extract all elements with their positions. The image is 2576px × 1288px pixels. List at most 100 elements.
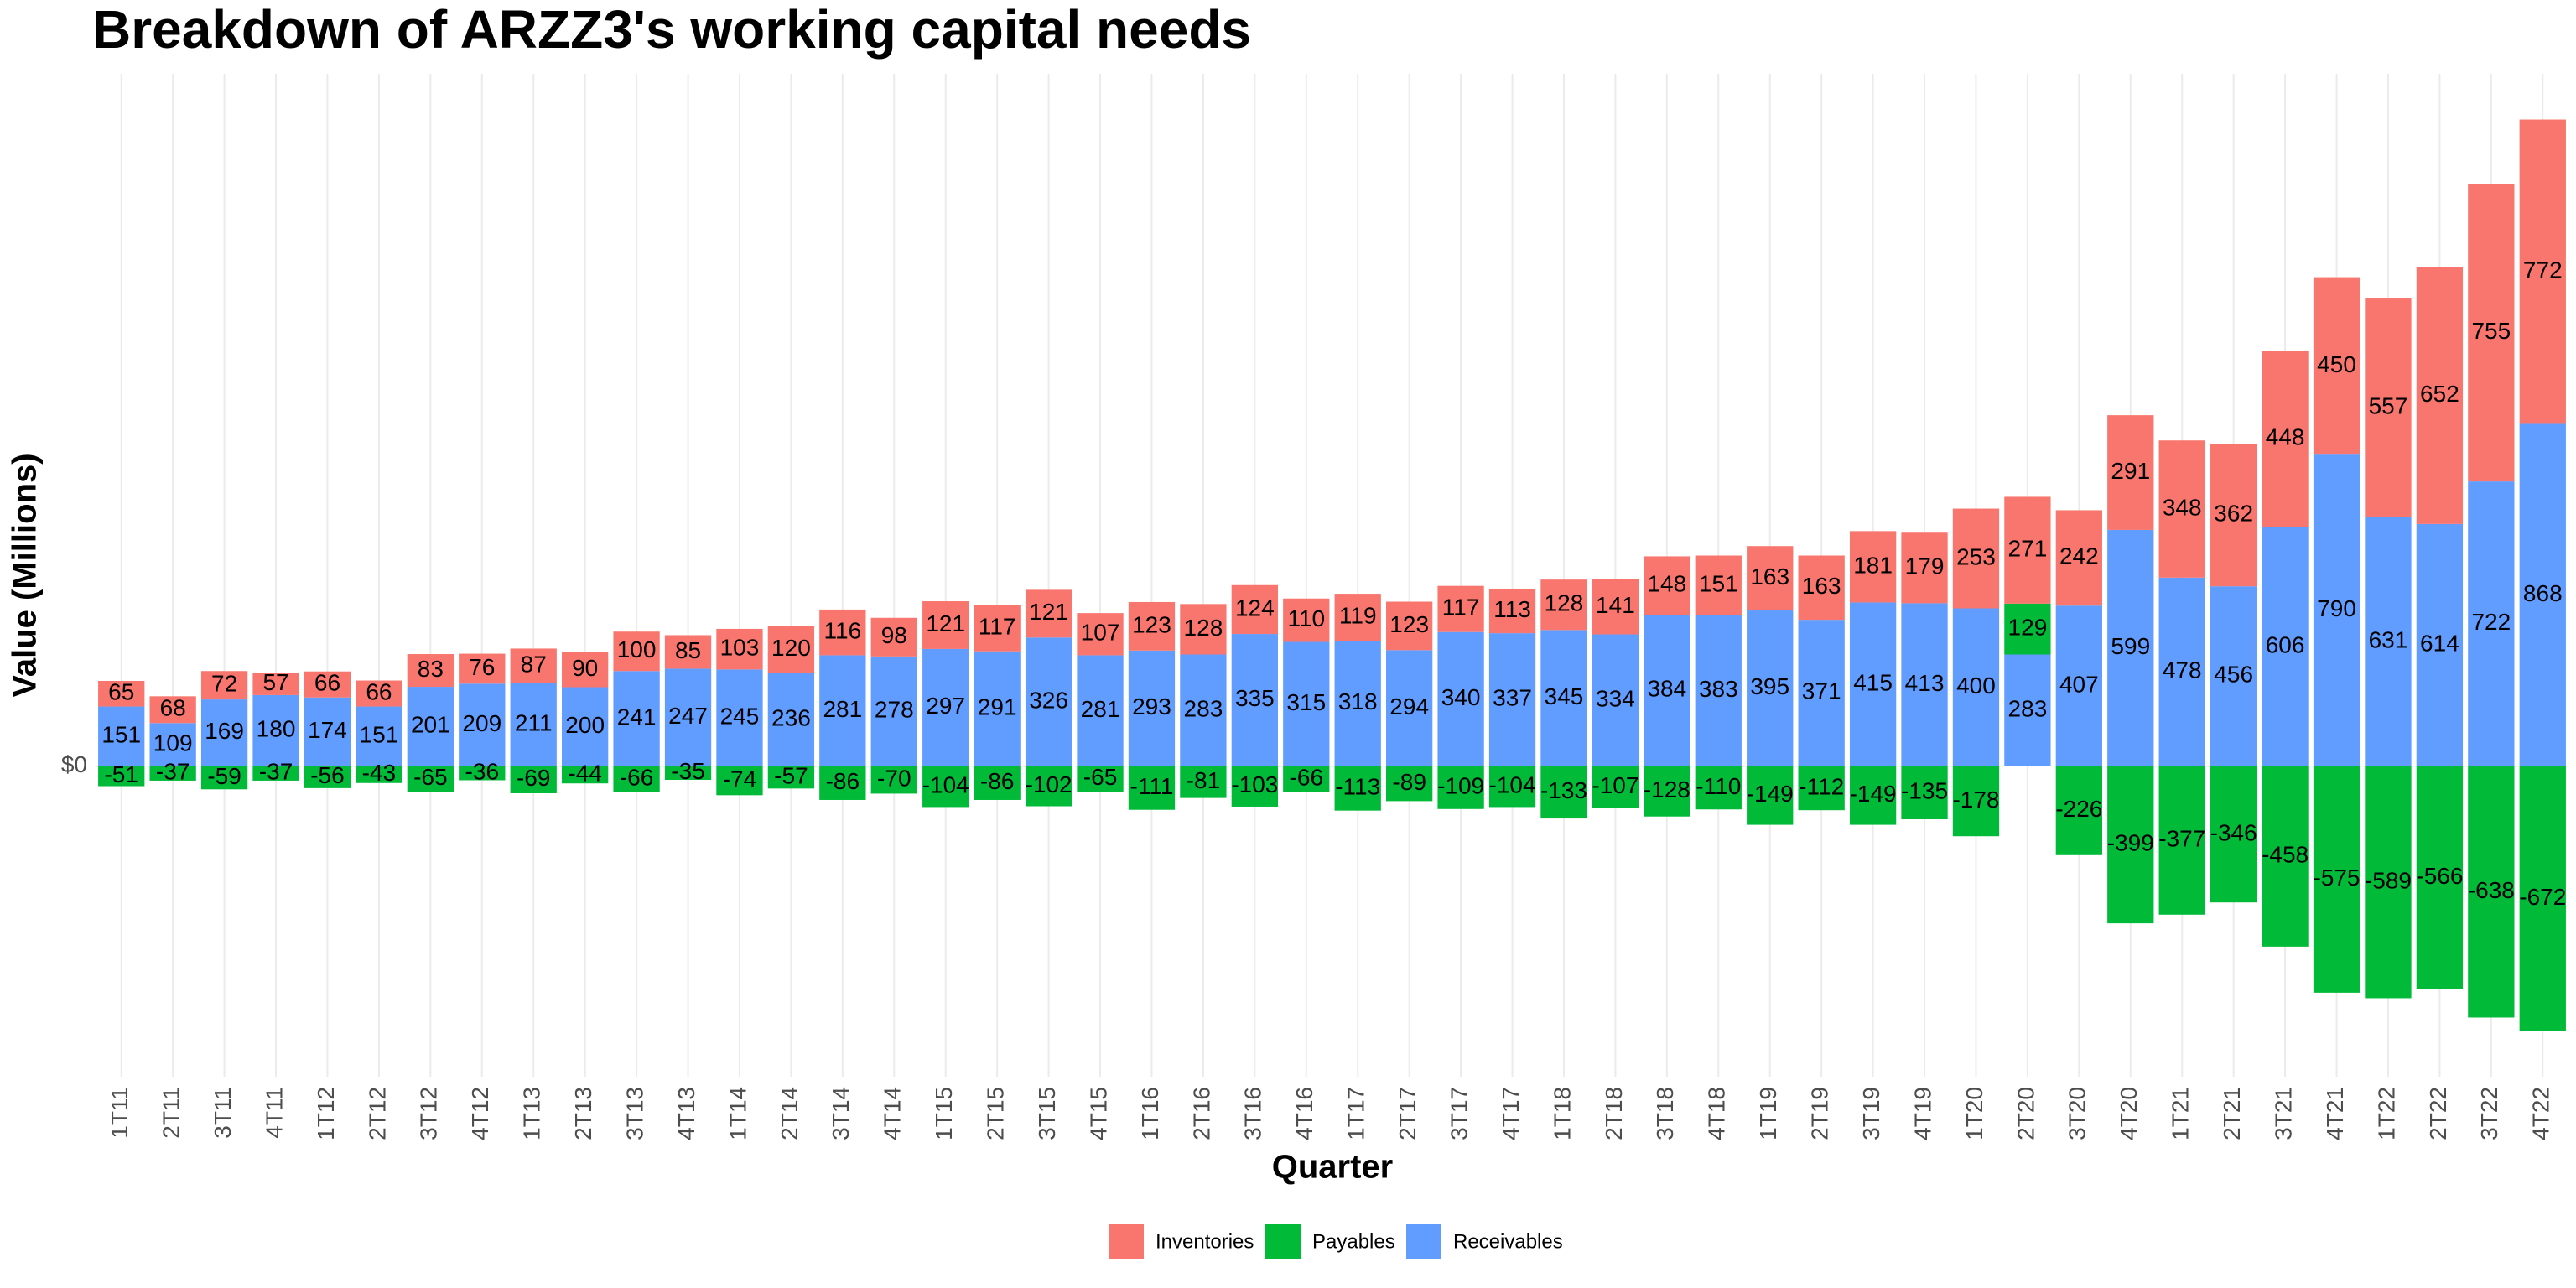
x-tick-label: 2T17: [1394, 1087, 1420, 1140]
data-label: 107: [1081, 620, 1120, 646]
data-label: 247: [668, 703, 708, 729]
data-label: -37: [156, 759, 190, 785]
bar-segment: [304, 766, 351, 788]
data-label: 123: [1132, 611, 1171, 637]
bar-segment: [1849, 531, 1897, 603]
bar-segment: [1540, 766, 1587, 819]
x-tick-label: 3T18: [1652, 1087, 1678, 1140]
bar-segment: [2158, 440, 2205, 578]
bar-segment: [2416, 523, 2464, 766]
data-label: 371: [1802, 678, 1841, 704]
bar-segment: [149, 766, 196, 781]
bar-segment: [1952, 608, 2000, 766]
bar-segment: [1592, 579, 1639, 635]
bar-segment: [1334, 766, 1381, 811]
data-label: 318: [1338, 688, 1378, 714]
data-label: 110: [1287, 605, 1325, 631]
x-tick-label: 2T11: [158, 1087, 184, 1139]
x-tick-label: 2T14: [776, 1087, 802, 1140]
bar-segment: [1798, 766, 1845, 811]
data-label: 151: [360, 721, 399, 747]
bar-segment: [2416, 267, 2464, 524]
data-label: 121: [926, 610, 965, 636]
bar-segment: [1592, 766, 1639, 808]
bar-segment: [459, 766, 506, 781]
bar-segment: [1798, 555, 1845, 621]
data-label: 179: [1905, 553, 1945, 579]
data-label: 124: [1235, 595, 1275, 621]
bar-segment: [716, 628, 763, 670]
data-label: -178: [1952, 787, 1999, 813]
bar-segment: [1283, 598, 1330, 642]
bar-segment: [819, 609, 866, 656]
data-label: 614: [2420, 631, 2459, 657]
x-tick-label: 2T12: [364, 1087, 390, 1140]
bar-segment: [2365, 298, 2412, 517]
data-label: -128: [1644, 776, 1690, 802]
data-label: -57: [774, 762, 808, 788]
x-tick-label: 2T19: [1807, 1087, 1833, 1140]
bar-segment: [459, 683, 506, 766]
bar-segment: [1386, 650, 1433, 766]
bar-segment: [252, 766, 299, 781]
bar-segment: [2416, 766, 2464, 989]
data-label: -111: [1130, 773, 1174, 799]
bar-segment: [407, 687, 454, 766]
data-label: -149: [1850, 781, 1897, 807]
data-label: 68: [160, 695, 186, 721]
data-label: 281: [823, 696, 862, 722]
x-tick-label: 3T12: [416, 1087, 442, 1140]
data-label: -35: [671, 758, 704, 784]
data-label: -43: [362, 760, 396, 786]
x-tick-label: 2T18: [1601, 1087, 1627, 1140]
data-label: -37: [259, 759, 293, 785]
bar-segment: [1128, 650, 1176, 766]
bar-segment: [1128, 601, 1176, 651]
x-tick-label: 1T15: [931, 1087, 957, 1140]
data-label: 478: [2163, 657, 2202, 683]
bar-segment: [1334, 594, 1381, 641]
data-label: 253: [1956, 543, 1996, 569]
bar-segment: [2107, 529, 2154, 766]
x-tick-label: 4T18: [1704, 1087, 1730, 1140]
data-label: 148: [1647, 571, 1686, 597]
data-label: 57: [262, 669, 288, 695]
data-label: 209: [462, 710, 501, 736]
bar-segment: [2210, 766, 2257, 903]
bar-segment: [1901, 532, 1948, 604]
data-label: 450: [2317, 351, 2356, 377]
data-label: -70: [877, 765, 911, 791]
x-tick-label: 4T15: [1085, 1087, 1111, 1140]
bar-segment: [1488, 588, 1536, 634]
legend-swatch: [1109, 1224, 1144, 1259]
data-label: -69: [517, 765, 550, 791]
data-label: 201: [411, 712, 450, 738]
bar-segment: [1644, 615, 1690, 766]
bar-segment: [2519, 423, 2566, 766]
data-label: 345: [1545, 683, 1584, 709]
bar-segment: [2313, 766, 2360, 993]
x-tick-label: 3T13: [621, 1087, 647, 1140]
x-tick-label: 4T16: [1291, 1087, 1317, 1140]
x-tick-label: 1T22: [2373, 1087, 2399, 1140]
bar-segment: [356, 706, 402, 766]
x-tick-label: 1T13: [519, 1087, 545, 1140]
bar-segment: [98, 766, 145, 787]
data-label: 283: [1184, 695, 1223, 721]
bar-segment: [304, 697, 351, 766]
bar-segment: [1386, 601, 1433, 651]
data-label: 790: [2317, 595, 2356, 621]
data-label: 245: [720, 703, 760, 729]
data-label: -104: [922, 771, 969, 797]
data-label: 109: [153, 730, 193, 756]
data-label: -51: [104, 761, 138, 787]
data-label: -133: [1540, 777, 1587, 803]
data-label: -110: [1696, 773, 1741, 799]
data-label: -566: [2416, 863, 2463, 889]
bar-segment: [2158, 766, 2205, 915]
bar-segment: [2468, 481, 2515, 766]
bar-segment: [2313, 454, 2360, 766]
x-tick-label: 1T19: [1755, 1087, 1781, 1140]
bar-segment: [510, 683, 557, 766]
data-label: -65: [1083, 764, 1117, 790]
